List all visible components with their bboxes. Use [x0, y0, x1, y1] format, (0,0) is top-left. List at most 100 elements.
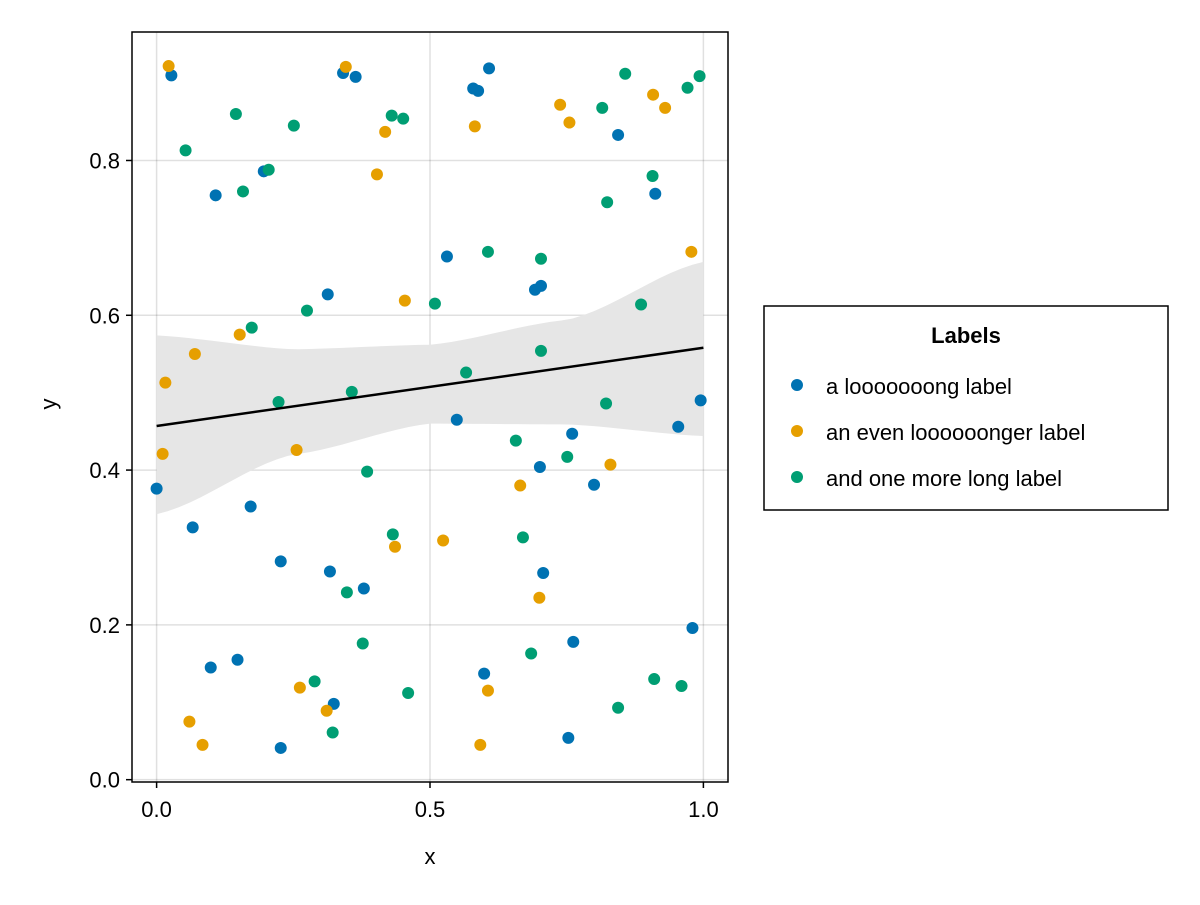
data-points: [150, 60, 707, 754]
legend-marker: [791, 425, 803, 437]
data-point: [231, 653, 244, 666]
data-point: [150, 482, 163, 495]
data-point: [686, 621, 699, 634]
data-point: [340, 586, 353, 599]
data-point: [370, 168, 383, 181]
axis-ticks: 0.0 0.5 1.0 0.0 0.2 0.4 0.6 0.8: [89, 148, 718, 822]
data-point: [533, 591, 546, 604]
data-point: [694, 394, 707, 407]
x-tick-label: 0.5: [415, 797, 446, 822]
data-point: [525, 647, 538, 660]
data-point: [619, 67, 632, 80]
data-point: [204, 661, 217, 674]
data-point: [320, 704, 333, 717]
data-point: [229, 108, 242, 121]
legend-label: and one more long label: [826, 466, 1062, 491]
data-point: [481, 684, 494, 697]
data-point: [262, 163, 275, 176]
data-point: [681, 81, 694, 94]
legend-label: a looooooong label: [826, 374, 1012, 399]
data-point: [600, 397, 613, 410]
data-point: [356, 637, 369, 650]
data-point: [648, 673, 661, 686]
data-point: [516, 531, 529, 544]
legend-marker: [791, 471, 803, 483]
data-point: [233, 328, 246, 341]
data-point: [188, 347, 201, 360]
data-point: [635, 298, 648, 311]
data-point: [440, 250, 453, 263]
data-point: [236, 185, 249, 198]
regression-line: [156, 346, 704, 428]
data-point: [389, 540, 402, 553]
data-point: [183, 715, 196, 728]
data-point: [209, 189, 222, 202]
y-tick-label: 0.8: [89, 148, 120, 173]
data-point: [483, 62, 496, 75]
data-point: [244, 500, 257, 513]
data-point: [437, 534, 450, 547]
data-point: [675, 680, 688, 693]
data-point: [287, 119, 300, 132]
data-point: [478, 667, 491, 680]
data-point: [533, 460, 546, 473]
data-point: [186, 521, 199, 534]
data-point: [562, 731, 575, 744]
data-point: [534, 279, 547, 292]
data-point: [162, 60, 175, 73]
data-point: [612, 701, 625, 714]
y-tick-label: 0.6: [89, 303, 120, 328]
data-point: [588, 478, 601, 491]
x-axis-label: x: [425, 844, 436, 869]
data-point: [385, 109, 398, 122]
data-point: [323, 565, 336, 578]
legend: Labels a looooooong label an even loooooo…: [763, 305, 1169, 511]
data-point: [514, 479, 527, 492]
data-point: [357, 582, 370, 595]
data-point: [345, 385, 358, 398]
data-point: [402, 686, 415, 699]
data-point: [647, 88, 660, 101]
data-point: [274, 741, 287, 754]
data-point: [321, 288, 334, 301]
data-point: [196, 738, 209, 751]
data-point: [561, 450, 574, 463]
data-point: [300, 304, 313, 317]
data-point: [693, 70, 706, 83]
data-point: [397, 112, 410, 125]
data-point: [646, 169, 659, 182]
data-point: [474, 738, 487, 751]
data-point: [596, 101, 609, 114]
data-point: [534, 344, 547, 357]
data-point: [450, 413, 463, 426]
data-point: [685, 245, 698, 258]
data-point: [460, 366, 473, 379]
legend-box: [763, 305, 1169, 511]
data-point: [386, 528, 399, 541]
y-axis-label: y: [36, 399, 61, 410]
data-point: [649, 187, 662, 200]
data-point: [179, 144, 192, 157]
x-tick-label: 0.0: [141, 797, 172, 822]
data-point: [398, 294, 411, 307]
data-point: [509, 434, 522, 447]
data-point: [601, 196, 614, 209]
data-point: [326, 726, 339, 739]
data-point: [534, 252, 547, 265]
data-point: [428, 297, 441, 310]
data-point: [472, 84, 485, 97]
data-point: [349, 70, 362, 83]
data-point: [156, 447, 169, 460]
legend-title: Labels: [931, 323, 1001, 348]
data-point: [339, 60, 352, 73]
data-point: [165, 69, 178, 82]
legend-label: an even loooooonger label: [826, 420, 1085, 445]
y-tick-label: 0.0: [89, 768, 120, 793]
data-point: [612, 128, 625, 141]
legend-marker: [791, 379, 803, 391]
data-point: [563, 116, 576, 129]
data-point: [308, 675, 321, 688]
y-tick-label: 0.2: [89, 613, 120, 638]
x-tick-label: 1.0: [688, 797, 719, 822]
